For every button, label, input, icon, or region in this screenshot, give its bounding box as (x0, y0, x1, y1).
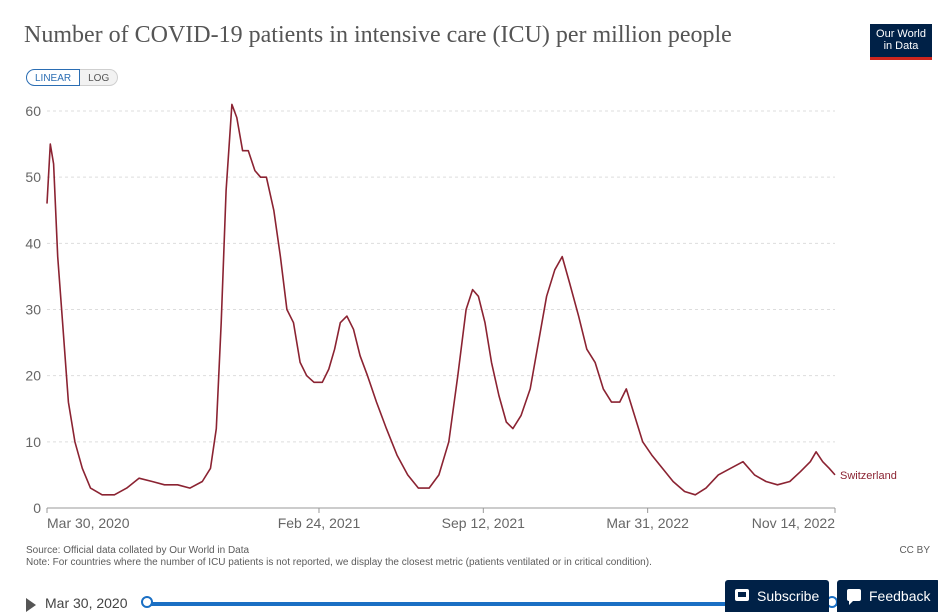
timeline-track[interactable] (148, 602, 838, 606)
y-tick-label: 10 (25, 434, 41, 450)
x-tick-label: Mar 31, 2022 (606, 515, 689, 531)
scale-toggle: LINEAR LOG (26, 69, 119, 86)
subscribe-label: Subscribe (757, 588, 820, 604)
x-tick-label: Mar 30, 2020 (47, 515, 130, 531)
series-label: Switzerland (840, 470, 897, 482)
owid-logo[interactable]: Our World in Data (870, 24, 932, 60)
y-tick-label: 40 (25, 235, 41, 251)
logo-line-1: Our World (876, 28, 926, 40)
timeline-start-date: Mar 30, 2020 (45, 595, 128, 611)
feedback-button[interactable]: Feedback (837, 580, 938, 612)
series-line-switzerland (46, 103, 836, 496)
linear-scale-button[interactable]: LINEAR (26, 69, 81, 86)
chart-title: Number of COVID-19 patients in intensive… (24, 22, 732, 48)
grid-lines (47, 110, 835, 443)
feedback-label: Feedback (869, 588, 931, 604)
x-tick-label: Sep 12, 2021 (442, 515, 526, 531)
chart-footer: Source: Official data collated by Our Wo… (26, 545, 652, 569)
chat-icon (847, 589, 861, 605)
subscribe-button[interactable]: Subscribe (725, 580, 830, 612)
license-link[interactable]: CC BY (899, 545, 930, 556)
y-tick-label: 50 (25, 169, 41, 185)
y-tick-label: 60 (25, 103, 41, 119)
logo-line-2: in Data (883, 40, 919, 52)
y-axis: 0 10 20 30 40 50 60 (25, 103, 41, 516)
log-scale-button[interactable]: LOG (80, 69, 119, 86)
series-layer: Switzerland (46, 103, 897, 496)
x-tick-label: Feb 24, 2021 (278, 515, 361, 531)
note-text: Note: For countries where the number of … (26, 557, 652, 568)
y-tick-label: 0 (33, 500, 41, 516)
source-text: Source: Official data collated by Our Wo… (26, 545, 250, 556)
play-icon[interactable] (26, 598, 36, 612)
mail-icon (735, 589, 749, 601)
x-tick-label: Nov 14, 2022 (752, 515, 835, 531)
timeline-start-handle[interactable] (141, 596, 153, 608)
y-tick-label: 20 (25, 368, 41, 384)
chart-area: 0 10 20 30 40 50 60 Mar 30, 2020 Feb 24, 2021 Se… (25, 103, 897, 531)
y-tick-label: 30 (25, 302, 41, 318)
x-axis: Mar 30, 2020 Feb 24, 2021 Sep 12, 2021 Mar … (46, 507, 836, 531)
